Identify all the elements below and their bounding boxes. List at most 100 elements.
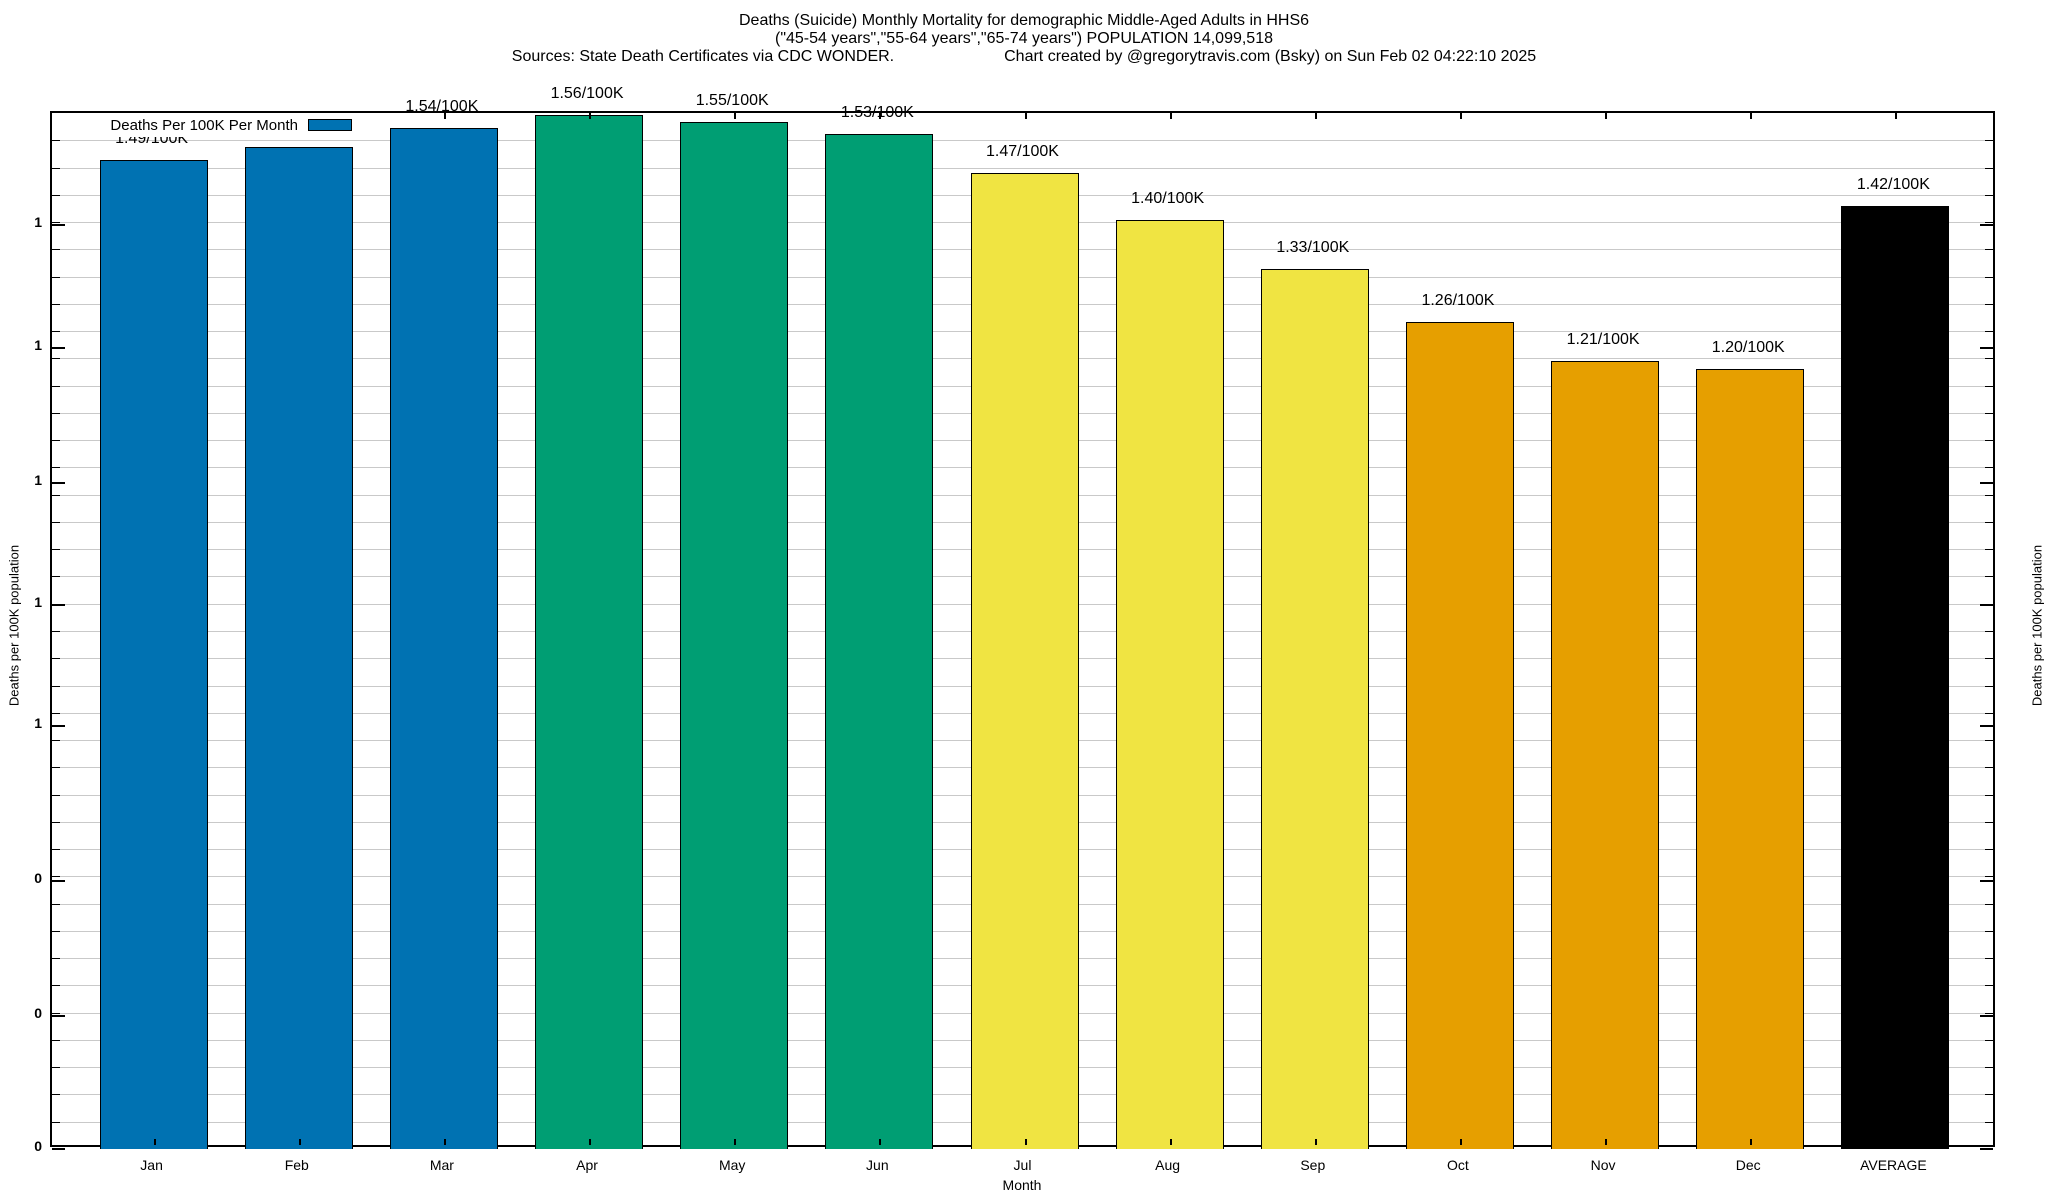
y-minor-tick-right (1985, 903, 1993, 905)
x-tick-top (879, 113, 882, 119)
bar-value-label-nov: 1.21/100K (1566, 330, 1640, 348)
y-axis-label-left: Deaths per 100K population (6, 544, 22, 707)
y-minor-tick-right (1985, 1012, 1993, 1014)
bar-value-label-mar: 1.54/100K (405, 97, 479, 115)
y-minor-tick-right (1985, 876, 1993, 878)
x-axis-label: Month (1002, 1177, 1042, 1193)
y-minor-tick-left (52, 194, 60, 196)
y-minor-tick-right (1985, 1067, 1993, 1069)
y-minor-tick-left (52, 903, 60, 905)
bar-value-label-average: 1.42/100K (1856, 176, 1930, 194)
credit-text: Chart created by @gregorytravis.com (Bsk… (1004, 48, 1537, 65)
y-minor-tick-right (1985, 222, 1993, 224)
y-minor-tick-left (52, 876, 60, 878)
bar-value-label-may: 1.55/100K (695, 91, 769, 109)
y-minor-tick-left (52, 849, 60, 851)
y-minor-tick-right (1985, 767, 1993, 769)
y-minor-tick-right (1985, 358, 1993, 360)
y-minor-tick-left (52, 276, 60, 278)
y-minor-tick-right (1985, 1094, 1993, 1096)
x-tick-label-dec: Dec (1735, 1157, 1761, 1173)
y-major-tick-right (1980, 604, 1993, 607)
bar-value-label-jul: 1.47/100K (986, 142, 1059, 160)
y-minor-tick-right (1985, 1121, 1993, 1123)
y-major-tick-right (1980, 1015, 1993, 1018)
plot-area (50, 111, 1995, 1150)
y-minor-tick-left (52, 1121, 60, 1123)
y-minor-tick-left (52, 303, 60, 305)
minor-gridline (52, 167, 1993, 169)
bar-jul (970, 172, 1079, 1149)
bar-mar (389, 127, 498, 1149)
x-tick-top (1750, 113, 1753, 119)
x-tick-bottom (1750, 1139, 1753, 1145)
y-minor-tick-left (52, 358, 60, 360)
y-major-tick-left (52, 1015, 65, 1018)
y-minor-tick-left (52, 1039, 60, 1041)
y-major-tick-left (52, 481, 65, 484)
x-tick-bottom (1605, 1139, 1608, 1145)
y-minor-tick-left (52, 740, 60, 742)
chart-source-line: Sources: State Death Certificates via CD… (0, 48, 2048, 66)
x-tick-label-jul: Jul (1013, 1157, 1032, 1173)
y-major-tick-right (1980, 879, 1993, 882)
bar-value-label-aug: 1.40/100K (1131, 189, 1205, 207)
chart-subtitle: ("45-54 years","55-64 years","65-74 year… (774, 30, 1273, 47)
x-tick-top (1169, 113, 1172, 119)
y-minor-tick-right (1985, 549, 1993, 551)
y-minor-tick-left (52, 521, 60, 523)
bar-jun (825, 134, 934, 1149)
source-text: Sources: State Death Certificates via CD… (511, 48, 895, 65)
x-tick-bottom (589, 1139, 592, 1145)
y-minor-tick-left (52, 549, 60, 551)
x-tick-label-oct: Oct (1447, 1157, 1469, 1173)
y-tick-label: 1 (34, 471, 42, 488)
x-tick-bottom (1024, 1139, 1027, 1145)
y-minor-tick-left (52, 685, 60, 687)
y-tick-label: 1 (34, 337, 42, 354)
bar-value-label-oct: 1.26/100K (1421, 291, 1495, 309)
y-minor-tick-right (1985, 849, 1993, 851)
x-tick-bottom (443, 1139, 446, 1145)
y-minor-tick-right (1985, 412, 1993, 414)
x-tick-bottom (153, 1139, 156, 1145)
y-minor-tick-right (1985, 1039, 1993, 1041)
bar-feb (244, 146, 353, 1149)
y-minor-tick-right (1985, 930, 1993, 932)
bar-aug (1115, 219, 1224, 1149)
y-minor-tick-left (52, 385, 60, 387)
y-major-tick-left (52, 223, 65, 226)
y-minor-tick-right (1985, 276, 1993, 278)
y-minor-tick-right (1985, 712, 1993, 714)
x-tick-bottom (298, 1139, 301, 1145)
y-minor-tick-right (1985, 958, 1993, 960)
x-tick-label-jun: Jun (866, 1157, 889, 1173)
y-minor-tick-left (52, 985, 60, 987)
y-minor-tick-left (52, 658, 60, 660)
x-tick-label-mar: Mar (429, 1157, 454, 1173)
y-minor-tick-left (52, 249, 60, 251)
chart-title: Deaths (Suicide) Monthly Mortality for d… (738, 12, 1310, 29)
y-minor-tick-right (1985, 385, 1993, 387)
y-minor-tick-left (52, 712, 60, 714)
y-tick-label: 1 (34, 715, 42, 732)
legend-color-swatch-icon (308, 119, 352, 131)
x-tick-bottom (1895, 1139, 1898, 1145)
legend-series-label: Deaths Per 100K Per Month (110, 116, 298, 134)
y-minor-tick-left (52, 576, 60, 578)
y-minor-tick-left (52, 1012, 60, 1014)
y-major-tick-left (52, 725, 65, 728)
x-tick-bottom (734, 1139, 737, 1145)
y-major-tick-right (1980, 347, 1993, 350)
x-tick-top (589, 113, 592, 119)
y-minor-tick-right (1985, 494, 1993, 496)
y-major-tick-left (52, 347, 65, 350)
y-minor-tick-left (52, 1067, 60, 1069)
y-minor-tick-left (52, 494, 60, 496)
bar-apr (535, 115, 644, 1149)
y-minor-tick-left (52, 821, 60, 823)
x-tick-bottom (1459, 1139, 1462, 1145)
x-tick-bottom (1169, 1139, 1172, 1145)
bar-value-label-apr: 1.56/100K (550, 85, 624, 103)
x-tick-label-nov: Nov (1590, 1157, 1616, 1173)
